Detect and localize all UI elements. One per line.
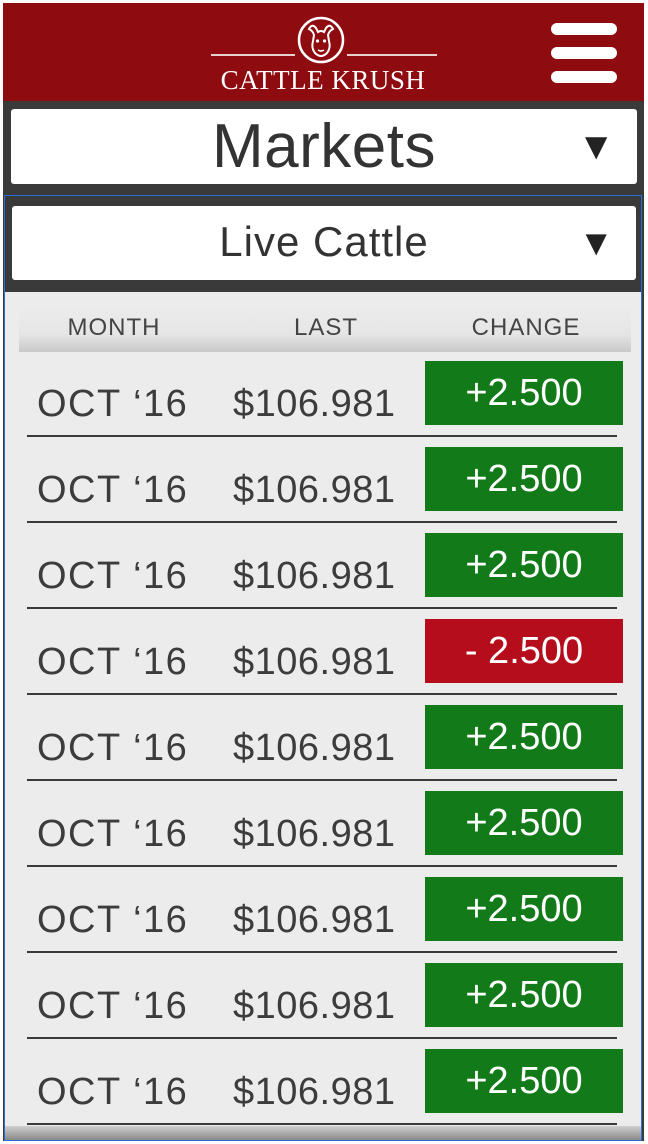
- change-badge-positive: +2.500: [425, 877, 623, 941]
- row-last-price: $106.981: [233, 813, 396, 855]
- change-badge-positive: +2.500: [425, 1049, 623, 1113]
- change-badge-positive: +2.500: [425, 963, 623, 1027]
- brand-name: CATTLE KRUSH: [220, 65, 426, 95]
- row-divider: [27, 951, 617, 953]
- logo-rule-left: [211, 54, 295, 56]
- row-divider: [27, 693, 617, 695]
- table-row[interactable]: OCT ‘16 $106.981 +2.500: [27, 533, 623, 619]
- row-month: OCT ‘16: [37, 899, 189, 941]
- table-row[interactable]: OCT ‘16 $106.981 +2.500: [27, 447, 623, 533]
- row-divider: [27, 1037, 617, 1039]
- change-badge-positive: +2.500: [425, 705, 623, 769]
- row-divider: [27, 435, 617, 437]
- row-divider: [27, 1123, 617, 1125]
- row-divider: [27, 865, 617, 867]
- change-badge-positive: +2.500: [425, 447, 623, 511]
- markets-panel: Live Cattle ▼ MONTH LAST CHANGE OCT ‘16 $…: [4, 195, 642, 1141]
- bull-head-icon: [297, 16, 345, 64]
- change-badge-negative: - 2.500: [425, 619, 623, 683]
- row-month: OCT ‘16: [37, 641, 189, 683]
- table-row[interactable]: OCT ‘16 $106.981 - 2.500: [27, 619, 623, 705]
- row-month: OCT ‘16: [37, 727, 189, 769]
- change-badge-positive: +2.500: [425, 533, 623, 597]
- commodity-dropdown-value: Live Cattle: [219, 218, 429, 265]
- row-month: OCT ‘16: [37, 985, 189, 1027]
- section-dropdown[interactable]: Markets ▼: [11, 109, 637, 184]
- row-divider: [27, 521, 617, 523]
- dropdown-arrow-icon: ▼: [578, 222, 614, 263]
- table-row[interactable]: OCT ‘16 $106.981 +2.500: [27, 1049, 623, 1135]
- hamburger-menu-icon[interactable]: [551, 23, 619, 85]
- row-month: OCT ‘16: [37, 469, 189, 511]
- column-header-month: MONTH: [67, 314, 161, 341]
- row-last-price: $106.981: [233, 985, 396, 1027]
- row-divider: [27, 607, 617, 609]
- section-dropdown-value: Markets: [212, 112, 436, 181]
- change-badge-positive: +2.500: [425, 791, 623, 855]
- table-row[interactable]: OCT ‘16 $106.981 +2.500: [27, 791, 623, 877]
- app-frame: CATTLE KRUSH Markets ▼ Live Cattle ▼ MON…: [3, 3, 644, 1141]
- row-month: OCT ‘16: [37, 813, 189, 855]
- table-row[interactable]: OCT ‘16 $106.981 +2.500: [27, 705, 623, 791]
- row-last-price: $106.981: [233, 641, 396, 683]
- column-header-change: CHANGE: [471, 314, 581, 341]
- commodity-dropdown[interactable]: Live Cattle ▼: [12, 206, 636, 280]
- row-last-price: $106.981: [233, 1071, 396, 1113]
- table-row[interactable]: OCT ‘16 $106.981 +2.500: [27, 361, 623, 447]
- table-row[interactable]: OCT ‘16 $106.981 +2.500: [27, 963, 623, 1049]
- table-row[interactable]: OCT ‘16 $106.981 +2.500: [27, 877, 623, 963]
- row-last-price: $106.981: [233, 469, 396, 511]
- row-last-price: $106.981: [233, 383, 396, 425]
- row-last-price: $106.981: [233, 555, 396, 597]
- logo-rule-right: [347, 54, 437, 56]
- commodity-bar: Live Cattle ▼: [5, 196, 641, 292]
- row-last-price: $106.981: [233, 727, 396, 769]
- bottom-scroll-edge: [5, 1126, 641, 1140]
- dropdown-arrow-icon: ▼: [577, 126, 615, 168]
- table-header: MONTH LAST CHANGE: [19, 306, 631, 352]
- column-header-last: LAST: [293, 314, 359, 341]
- row-month: OCT ‘16: [37, 383, 189, 425]
- row-month: OCT ‘16: [37, 1071, 189, 1113]
- row-month: OCT ‘16: [37, 555, 189, 597]
- app-header: CATTLE KRUSH: [3, 3, 644, 101]
- row-last-price: $106.981: [233, 899, 396, 941]
- change-badge-positive: +2.500: [425, 361, 623, 425]
- row-divider: [27, 779, 617, 781]
